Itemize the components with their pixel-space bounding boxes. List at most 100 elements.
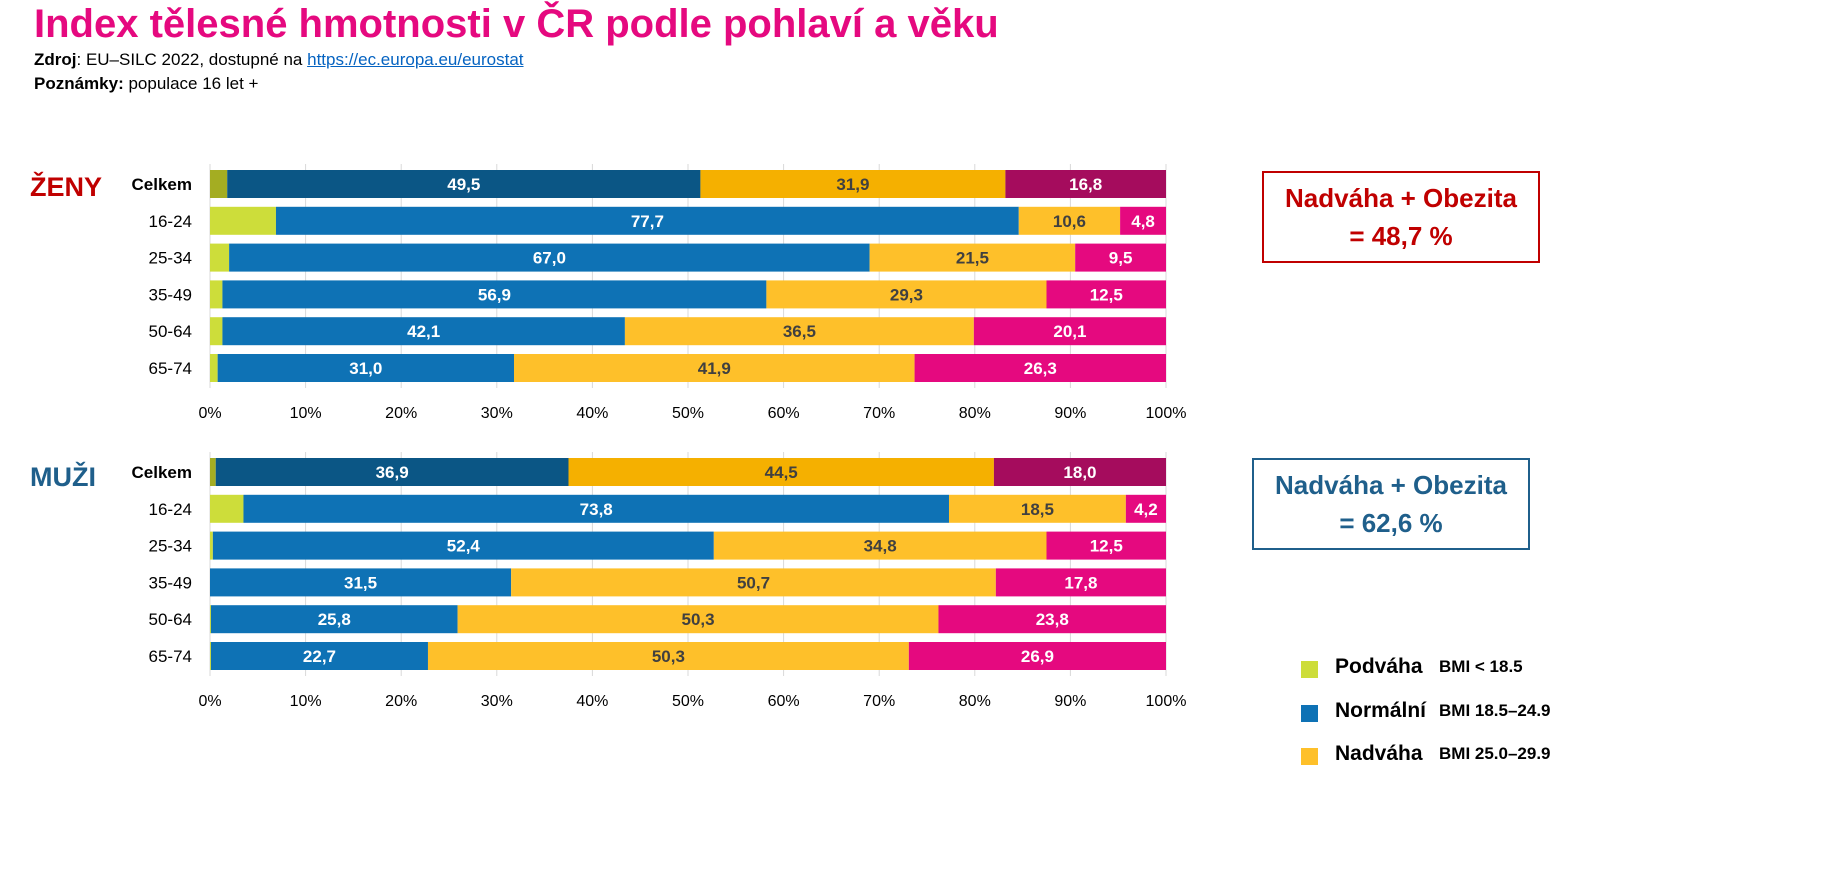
bar-podvaha — [210, 531, 213, 560]
x-tick-label: 100% — [1146, 405, 1187, 422]
women-group-label: ŽENY — [30, 172, 103, 202]
notes-label: Poznámky: — [34, 74, 124, 93]
data-label: 52,4 — [447, 537, 481, 556]
x-tick-label: 80% — [959, 693, 991, 710]
data-label: 16,8 — [1069, 175, 1102, 194]
x-tick-label: 20% — [385, 693, 417, 710]
bar-nadvaha — [427, 642, 909, 670]
category-label: 35-49 — [149, 285, 192, 304]
men-summary-line1: Nadváha + Obezita — [1275, 470, 1507, 500]
bar-nadvaha — [457, 605, 939, 634]
data-label: 21,5 — [956, 249, 989, 268]
source-link[interactable]: https://ec.europa.eu/eurostat — [307, 50, 524, 69]
x-tick-label: 60% — [768, 405, 800, 422]
data-label: 18,0 — [1063, 463, 1096, 482]
bar-podvaha — [210, 494, 244, 523]
data-label: 4,8 — [1131, 212, 1155, 231]
data-label: 10,6 — [1053, 212, 1086, 231]
legend-bmi: BMI 25.0–29.9 — [1439, 744, 1551, 763]
legend-bmi: BMI 18.5–24.9 — [1439, 701, 1551, 720]
bar-normalni — [210, 568, 512, 597]
data-label: 12,5 — [1090, 537, 1123, 556]
category-label: Celkem — [132, 175, 192, 194]
x-tick-label: 0% — [198, 405, 221, 422]
data-label: 31,5 — [344, 573, 377, 592]
bar-obezita — [973, 317, 1166, 346]
x-tick-label: 10% — [290, 693, 322, 710]
women-summary-box: Nadváha + Obezita = 48,7 % — [1262, 171, 1540, 263]
data-label: 12,5 — [1090, 285, 1123, 304]
women-summary-line1: Nadváha + Obezita — [1285, 183, 1517, 213]
data-label: 17,8 — [1064, 573, 1097, 592]
data-label: 22,7 — [303, 647, 336, 666]
notes-text: populace 16 let + — [123, 74, 259, 93]
data-label: 77,7 — [631, 212, 664, 231]
data-label: 36,5 — [783, 322, 816, 341]
x-tick-label: 40% — [576, 693, 608, 710]
data-label: 67,0 — [533, 249, 566, 268]
x-tick-label: 30% — [481, 693, 513, 710]
bar-obezita — [908, 642, 1166, 670]
bar-obezita — [1005, 170, 1166, 198]
bar-obezita — [1120, 206, 1166, 235]
category-label: 65-74 — [149, 359, 192, 378]
data-label: 4,2 — [1134, 500, 1158, 519]
data-label: 9,5 — [1109, 249, 1133, 268]
bar-podvaha — [210, 243, 230, 272]
bar-normalni — [275, 206, 1019, 235]
x-tick-label: 70% — [863, 693, 895, 710]
bar-normalni — [222, 280, 767, 309]
x-tick-label: 80% — [959, 405, 991, 422]
category-label: Celkem — [132, 463, 192, 482]
data-label: 56,9 — [478, 285, 511, 304]
data-label: 41,9 — [698, 359, 731, 378]
bar-normalni — [210, 642, 428, 670]
x-tick-label: 40% — [576, 405, 608, 422]
bar-nadvaha — [514, 354, 915, 382]
data-label: 25,8 — [318, 610, 351, 629]
bar-nadvaha — [511, 568, 996, 597]
bar-nadvaha — [948, 494, 1126, 523]
bar-obezita — [1046, 280, 1166, 309]
source-text: : EU–SILC 2022, dostupné na — [76, 50, 308, 69]
category-label: 16-24 — [149, 500, 192, 519]
source-line: Zdroj: EU–SILC 2022, dostupné na https:/… — [34, 50, 524, 70]
bar-obezita — [1075, 243, 1166, 272]
data-label: 26,3 — [1024, 359, 1057, 378]
bar-podvaha — [210, 458, 216, 486]
legend-bmi: BMI < 18.5 — [1439, 657, 1523, 676]
bar-nadvaha — [1018, 206, 1121, 235]
bar-obezita — [914, 354, 1166, 382]
bar-podvaha — [210, 642, 211, 670]
data-label: 20,1 — [1053, 322, 1086, 341]
notes-line: Poznámky: populace 16 let + — [34, 74, 258, 94]
x-tick-label: 50% — [672, 693, 704, 710]
category-label: 25-34 — [149, 249, 192, 268]
bar-obezita — [1125, 494, 1166, 523]
legend-name: Nadváha — [1335, 742, 1423, 765]
bar-obezita — [938, 605, 1166, 634]
page-title: Index tělesné hmotnosti v ČR podle pohla… — [34, 2, 999, 46]
category-label: 65-74 — [149, 647, 192, 666]
bar-normalni — [222, 317, 625, 346]
bar-podvaha — [210, 280, 223, 309]
x-tick-label: 50% — [672, 405, 704, 422]
data-label: 26,9 — [1021, 647, 1054, 666]
data-label: 18,5 — [1021, 500, 1054, 519]
x-tick-label: 10% — [290, 405, 322, 422]
bar-obezita — [1046, 531, 1166, 560]
legend-name: Podváha — [1335, 655, 1423, 678]
data-label: 36,9 — [376, 463, 409, 482]
bar-podvaha — [210, 317, 223, 346]
women-summary-line2: = 48,7 % — [1349, 221, 1453, 251]
bar-podvaha — [210, 605, 211, 634]
data-label: 23,8 — [1036, 610, 1069, 629]
bar-normalni — [227, 170, 701, 198]
bar-normalni — [229, 243, 870, 272]
data-label: 44,5 — [765, 463, 798, 482]
bar-nadvaha — [624, 317, 974, 346]
data-label: 73,8 — [580, 500, 613, 519]
legend-swatch — [1301, 748, 1318, 765]
